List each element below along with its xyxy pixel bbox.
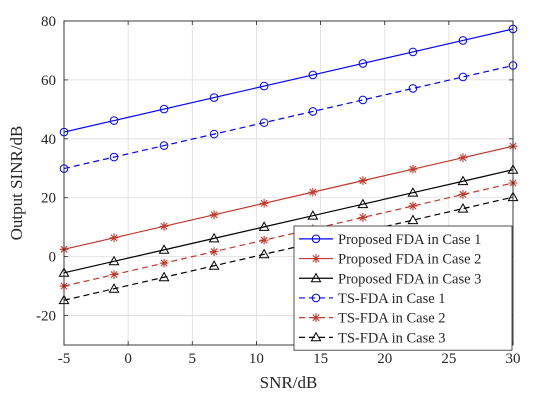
series-line xyxy=(63,28,514,133)
legend: Proposed FDA in Case 1 Proposed FDA in Ca… xyxy=(293,225,513,351)
legend-label: Proposed FDA in Case 3 xyxy=(338,271,481,287)
data-point xyxy=(358,95,368,105)
x-tick-label: 0 xyxy=(124,351,132,367)
legend-item: TS-FDA in Case 1 xyxy=(299,291,446,307)
data-point xyxy=(307,210,319,220)
legend-marker xyxy=(310,331,322,342)
data-point xyxy=(308,107,318,116)
y-tick-label: 20 xyxy=(41,191,56,207)
series-line xyxy=(63,169,514,274)
data-point xyxy=(258,248,270,259)
y-tick-label: 0 xyxy=(49,250,57,266)
data-point xyxy=(209,93,219,102)
legend-label: TS-FDA in Case 1 xyxy=(338,291,446,307)
data-point xyxy=(259,198,269,208)
series-line xyxy=(63,182,514,287)
data-point xyxy=(408,201,418,211)
data-point xyxy=(457,203,469,213)
y-axis-label: Output SINR/dB xyxy=(7,126,26,241)
data-point xyxy=(109,233,119,243)
x-axis-label: SNR/dB xyxy=(260,373,318,392)
plot-frame xyxy=(63,20,514,346)
data-point xyxy=(259,118,269,127)
legend-label: TS-FDA in Case 2 xyxy=(338,311,446,327)
legend-marker xyxy=(311,313,321,323)
legend-label: Proposed FDA in Case 2 xyxy=(338,252,481,268)
x-tick-label: 30 xyxy=(506,351,521,367)
data-point xyxy=(357,198,369,209)
data-point xyxy=(408,47,418,57)
data-point xyxy=(208,232,220,243)
x-tick-label: 20 xyxy=(377,351,392,367)
data-point xyxy=(109,116,119,125)
data-point xyxy=(408,164,418,174)
legend-item: Proposed FDA in Case 2 xyxy=(299,252,481,268)
legend-marker xyxy=(310,272,322,283)
data-point xyxy=(209,129,219,139)
data-point xyxy=(258,221,270,231)
data-point xyxy=(308,187,318,197)
data-point xyxy=(457,175,469,186)
series-line xyxy=(63,64,514,170)
series-1 xyxy=(59,24,518,137)
data-point xyxy=(158,244,170,254)
legend-item: Proposed FDA in Case 3 xyxy=(299,271,481,287)
data-point xyxy=(358,59,368,68)
data-point xyxy=(358,213,368,222)
series-line xyxy=(63,145,514,250)
ticks: -5 0 5 10 15 20 25 30 -20 0 20 40 60 80 xyxy=(36,14,521,367)
legend-item: Proposed FDA in Case 1 xyxy=(299,232,481,248)
data-point xyxy=(108,255,120,266)
data-point xyxy=(108,283,120,293)
legend-label: TS-FDA in Case 3 xyxy=(338,330,446,346)
data-point xyxy=(159,258,169,268)
series-group xyxy=(58,24,519,305)
y-tick-label: 80 xyxy=(41,14,56,30)
data-point xyxy=(358,176,368,186)
data-point xyxy=(259,81,269,91)
x-tick-label: 25 xyxy=(441,351,456,367)
x-tick-label: 15 xyxy=(313,351,328,367)
data-point xyxy=(458,190,468,199)
x-tick-label: 5 xyxy=(189,351,197,367)
legend-marker xyxy=(311,293,321,303)
legend-label: Proposed FDA in Case 1 xyxy=(338,232,481,248)
x-tick-label: -5 xyxy=(58,351,71,367)
legend-item: TS-FDA in Case 2 xyxy=(299,311,446,327)
legend-marker xyxy=(311,234,321,244)
data-point xyxy=(408,84,418,93)
series-line xyxy=(63,196,514,301)
legend-box xyxy=(293,225,513,351)
data-point xyxy=(159,221,169,231)
data-point xyxy=(158,271,170,282)
legend-marker xyxy=(311,254,321,263)
data-point xyxy=(109,270,119,280)
legend-item: TS-FDA in Case 3 xyxy=(299,330,446,346)
x-tick-label: 10 xyxy=(249,351,264,367)
y-tick-label: -20 xyxy=(36,309,56,325)
data-point xyxy=(407,214,419,225)
data-point xyxy=(209,210,219,220)
y-tick-label: 40 xyxy=(41,132,56,148)
data-point xyxy=(109,152,119,162)
data-point xyxy=(458,153,468,163)
data-point xyxy=(458,36,468,45)
data-point xyxy=(159,141,169,150)
data-point xyxy=(458,72,468,82)
data-point xyxy=(308,70,318,80)
data-point xyxy=(159,104,169,114)
data-point xyxy=(259,235,269,245)
data-point xyxy=(407,187,419,197)
y-tick-label: 60 xyxy=(41,73,56,89)
data-point xyxy=(209,247,219,257)
data-point xyxy=(208,260,220,270)
